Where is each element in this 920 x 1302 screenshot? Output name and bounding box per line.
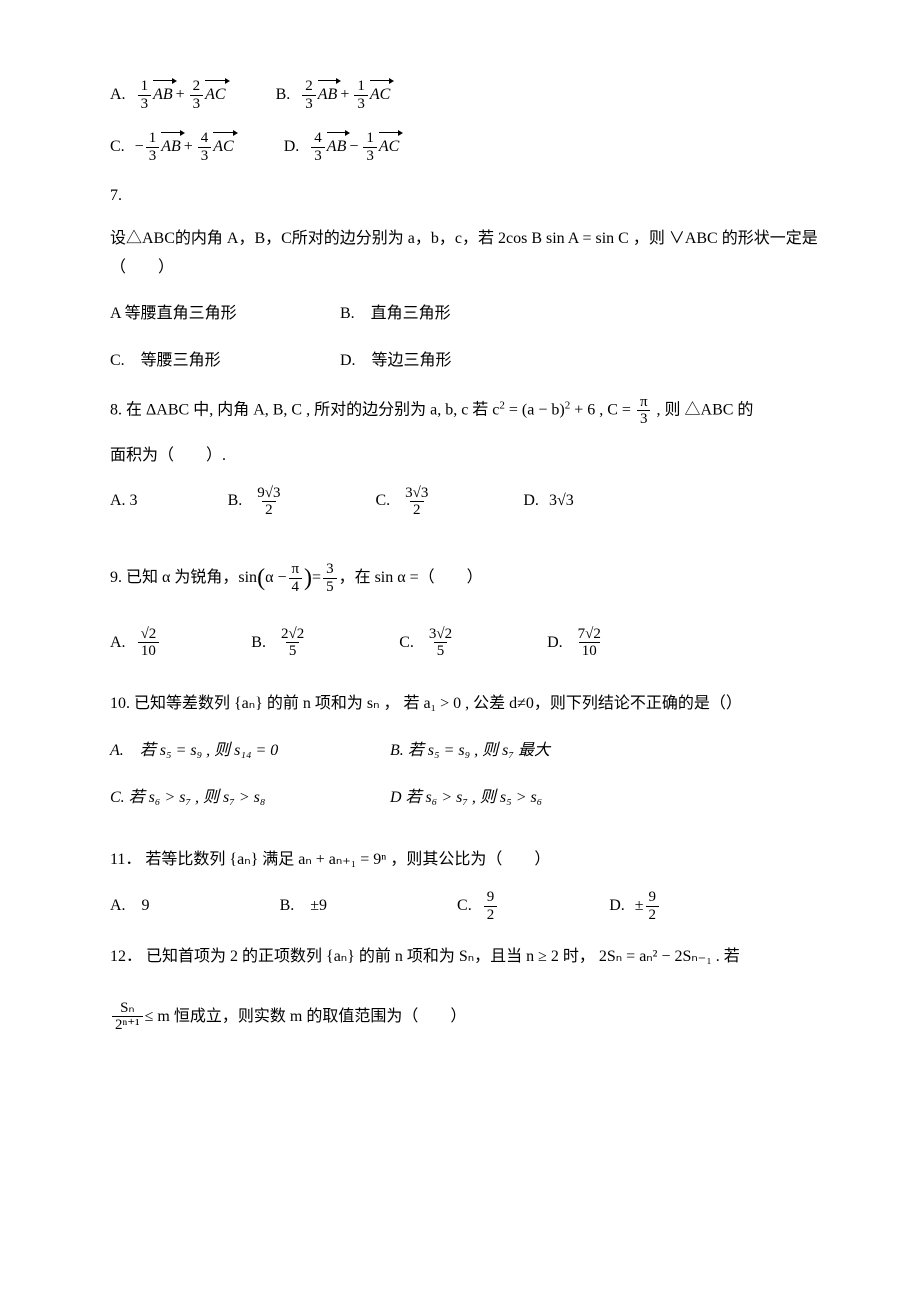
q9-text: = [312, 564, 321, 593]
option-label: D. [547, 629, 563, 658]
q8-text: , 则 △ABC 的 [657, 402, 754, 419]
q8-option-b: B. 9√32 [228, 485, 286, 519]
q6-option-c: C. − 13 AB + 43 AC [110, 130, 234, 164]
q12-stem-cont: Sₙ2ⁿ⁺¹ ≤ m 恒成立，则实数 m 的取值范围为（ ） [110, 1000, 466, 1034]
q11-option-a: A. 9 [110, 892, 150, 921]
q9-options: A. √210 B. 2√25 C. 3√25 D. 7√210 [110, 626, 840, 660]
q8-option-d: D. 3√3 [523, 487, 573, 516]
option-expr: − 13 AB + 43 AC [135, 130, 234, 164]
q11-options: A. 9 B. ±9 C. 92 D. ± 92 [110, 889, 840, 923]
q7-options-row1: A 等腰直角三角形 B. 直角三角形 [110, 300, 840, 329]
q11-option-d: D. ± 92 [609, 889, 661, 923]
q6-options-row1: A. 13 AB + 23 AC B. 23 AB + 13 AC [110, 78, 840, 112]
q11-text: 若等比数列 {aₙ} 满足 aₙ + aₙ₊₁ = 9ⁿ ，则其公比为（ ） [145, 851, 550, 868]
q12-text: 已知首项为 2 的正项数列 {aₙ} 的前 n 项和为 Sₙ，且当 n ≥ 2 … [146, 948, 740, 965]
option-expr: 13 AB + 23 AC [136, 78, 226, 112]
q7-number: 7. [110, 182, 840, 211]
q10-stem: 10. 已知等差数列 {aₙ} 的前 n 项和为 sₙ ， 若 a₁ > 0 ,… [110, 690, 840, 719]
q8-text: 在 ΔABC 中, 内角 A, B, C , 所对的边分别为 a, b, c 若… [126, 402, 499, 419]
q7-options-row2: C. 等腰三角形 D. 等边三角形 [110, 347, 840, 376]
q8-text: = (a − b) [505, 402, 565, 419]
q10-option-c: C. 若 s₆ > s₇ , 则 s₇ > s₈ [110, 784, 390, 813]
q6-option-a: A. 13 AB + 23 AC [110, 78, 226, 112]
q12-text: ≤ m 恒成立，则实数 m 的取值范围为（ ） [145, 1003, 467, 1032]
q9-stem: 9. 已知 α 为锐角，sin ( α − π4 ) = 35 ，在 sin α… [110, 557, 483, 600]
q8-number: 8. [110, 402, 122, 419]
q8-stem-cont: 面积为（ ）. [110, 442, 840, 471]
q12-fraction: Sₙ2ⁿ⁺¹ [112, 1000, 143, 1034]
option-label: B. [228, 487, 243, 516]
option-label: A. [110, 629, 126, 658]
q9-number: 9. [110, 564, 122, 593]
q8-fraction: π3 [637, 394, 651, 428]
q7-option-c: C. 等腰三角形 [110, 347, 340, 376]
q9-text: 已知 α 为锐角，sin [126, 564, 257, 593]
q10-options-row1: A. 若 s₅ = s₉ , 则 s₁₄ = 0 B. 若 s₅ = s₉ , … [110, 737, 840, 766]
option-label: D. [284, 133, 300, 162]
q7-stem: 设△ABC的内角 A，B，C所对的边分别为 a，b，c，若 2cos B sin… [110, 225, 840, 283]
option-label: C. [110, 133, 125, 162]
option-label: C. [457, 892, 472, 921]
q8-option-a: A. 3 [110, 487, 138, 516]
q7-option-d: D. 等边三角形 [340, 347, 452, 376]
option-text: 3√3 [549, 487, 574, 516]
q6-option-b: B. 23 AB + 13 AC [276, 78, 391, 112]
q10-option-d: D 若 s₆ > s₇ , 则 s₅ > s₆ [390, 784, 542, 813]
q8-option-c: C. 3√32 [375, 485, 433, 519]
q8-text: + 6 , C = [570, 402, 635, 419]
q9-option-a: A. √210 [110, 626, 161, 660]
option-expr: 43 AB − 13 AC [309, 130, 399, 164]
q8-options: A. 3 B. 9√32 C. 3√32 D. 3√3 [110, 485, 840, 519]
q11-option-b: B. ±9 [280, 892, 327, 921]
q10-text: 已知等差数列 {aₙ} 的前 n 项和为 sₙ ， 若 a₁ > 0 , 公差 … [134, 695, 742, 712]
q9-option-c: C. 3√25 [399, 626, 457, 660]
q9-option-d: D. 7√210 [547, 626, 606, 660]
option-label: D. [523, 487, 539, 516]
q9-text: α − [265, 564, 286, 593]
option-label: C. [375, 487, 390, 516]
q11-option-c: C. 92 [457, 889, 499, 923]
option-label: A. [110, 81, 126, 110]
option-label: D. [609, 892, 625, 921]
q12-stem: 12． 已知首项为 2 的正项数列 {aₙ} 的前 n 项和为 Sₙ，且当 n … [110, 943, 840, 972]
q11-stem: 11． 若等比数列 {aₙ} 满足 aₙ + aₙ₊₁ = 9ⁿ ，则其公比为（… [110, 846, 840, 875]
q7-option-a: A 等腰直角三角形 [110, 300, 340, 329]
q6-options-row2: C. − 13 AB + 43 AC D. 43 AB − 13 AC [110, 130, 840, 164]
q7-option-b: B. 直角三角形 [340, 300, 451, 329]
option-expr: 23 AB + 13 AC [300, 78, 390, 112]
q12-number: 12． [110, 948, 142, 965]
q6-option-d: D. 43 AB − 13 AC [284, 130, 400, 164]
q10-option-b: B. 若 s₅ = s₉ , 则 s₇ 最大 [390, 737, 550, 766]
option-label: C. [399, 629, 414, 658]
q10-number: 10. [110, 695, 130, 712]
q10-option-a: A. 若 s₅ = s₉ , 则 s₁₄ = 0 [110, 737, 390, 766]
q11-number: 11． [110, 851, 141, 868]
q10-options-row2: C. 若 s₆ > s₇ , 则 s₇ > s₈ D 若 s₆ > s₇ , 则… [110, 784, 840, 813]
option-label: B. [251, 629, 266, 658]
option-label: B. [276, 81, 291, 110]
q9-text: ，在 sin α =（ ） [339, 564, 483, 593]
q9-option-b: B. 2√25 [251, 626, 309, 660]
q8-stem: 8. 在 ΔABC 中, 内角 A, B, C , 所对的边分别为 a, b, … [110, 394, 840, 428]
